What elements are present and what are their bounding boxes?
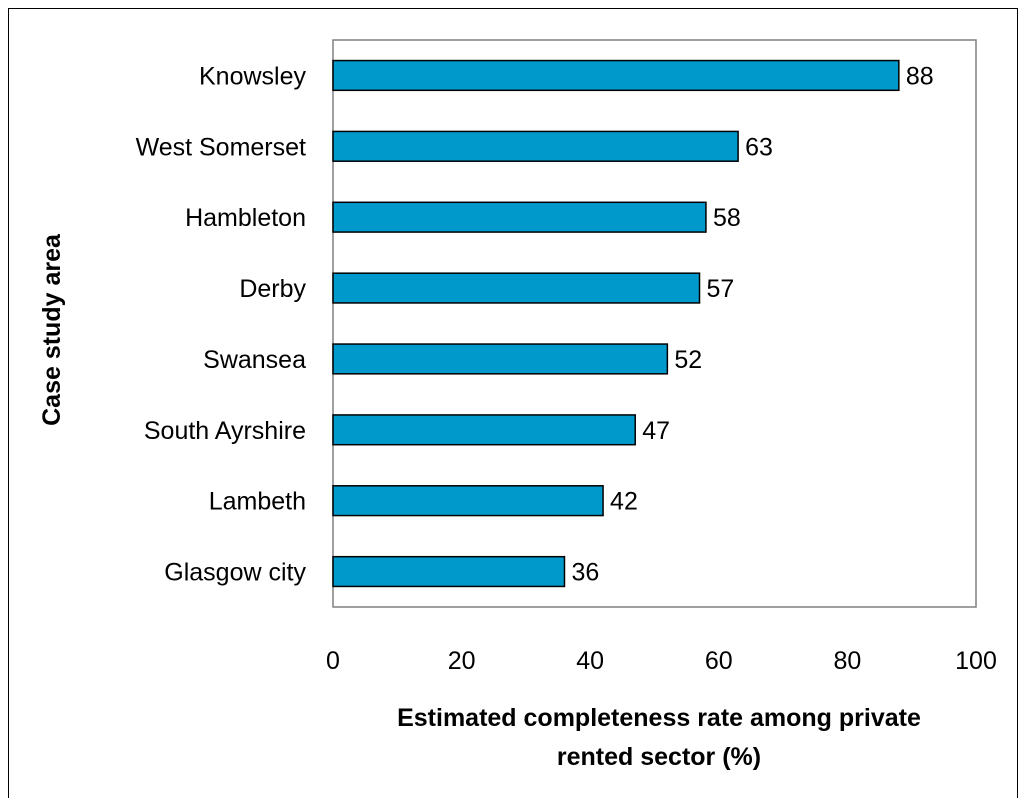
data-label: 57 [707,275,735,303]
plot-area [332,39,977,608]
data-label: 52 [674,346,702,374]
data-label: 58 [713,204,741,232]
data-label: 42 [610,488,638,516]
value-labels: 88 63 58 57 52 47 42 36 [571,62,933,586]
data-label: 63 [745,133,773,161]
x-tick-label: 100 [955,647,997,675]
bar-lambeth [332,485,604,517]
category-label: Glasgow city [164,559,306,587]
bar-knowsley [332,59,900,92]
x-tick-label: 0 [326,647,340,675]
category-label: Hambleton [185,204,306,232]
bar-derby [332,272,701,304]
category-label: Knowsley [199,62,306,90]
x-tick-label: 40 [576,647,604,675]
category-label: Lambeth [209,488,306,516]
category-label: Swansea [203,346,306,374]
category-labels: Knowsley West Somerset Hambleton Derby Swans… [136,62,307,586]
bars-group [332,59,900,588]
category-label: West Somerset [136,133,306,161]
category-label: South Ayrshire [144,417,306,445]
bar-west-somerset [332,130,739,162]
x-tick-label: 60 [705,647,733,675]
data-label: 88 [906,62,934,90]
x-axis-title-line-2: rented sector (%) [557,743,761,771]
y-axis-title: Case study area [38,233,66,426]
bar-hambleton [332,201,707,233]
bar-south-ayrshire [332,414,636,446]
bar-glasgow-city [332,555,566,588]
data-label: 47 [642,417,670,445]
x-axis-title-line-1: Estimated completeness rate among privat… [397,704,921,732]
x-tick-labels: 0 20 40 60 80 100 [326,647,997,675]
bar-swansea [332,343,669,375]
data-label: 36 [571,559,599,587]
x-tick-label: 80 [833,647,861,675]
x-tick-label: 20 [448,647,476,675]
category-label: Derby [239,275,306,303]
